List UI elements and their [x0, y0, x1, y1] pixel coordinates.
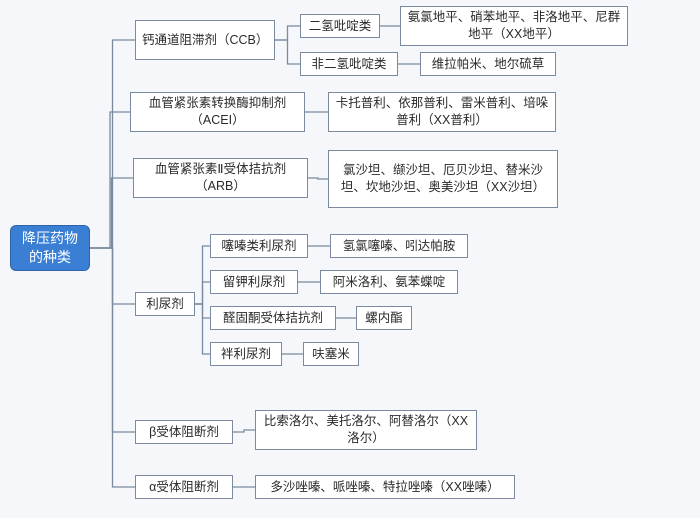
node-beta: β受体阻断剂	[135, 420, 233, 444]
leaf-dhp-drugs: 氨氯地平、硝苯地平、非洛地平、尼群地平（XX地平）	[400, 6, 628, 46]
node-diur: 利尿剂	[135, 292, 195, 316]
node-ccb: 钙通道阻滞剂（CCB）	[135, 20, 275, 60]
root-node: 降压药物的种类	[10, 225, 90, 271]
node-acei: 血管紧张素转换酶抑制剂（ACEI）	[130, 92, 305, 132]
leaf-beta-drugs: 比索洛尔、美托洛尔、阿替洛尔（XX洛尔）	[255, 410, 477, 450]
node-loop: 袢利尿剂	[210, 342, 282, 366]
node-arb: 血管紧张素Ⅱ受体拮抗剂（ARB）	[133, 158, 308, 198]
leaf-nondhp-drugs: 维拉帕米、地尔硫草	[420, 52, 556, 76]
mindmap-canvas: 降压药物的种类 钙通道阻滞剂（CCB） 血管紧张素转换酶抑制剂（ACEI） 血管…	[0, 0, 700, 518]
node-dhp: 二氢吡啶类	[300, 14, 380, 38]
node-ksave: 留钾利尿剂	[210, 270, 298, 294]
leaf-aldo-drugs: 螺内酯	[356, 306, 412, 330]
node-aldo: 醛固酮受体拮抗剂	[210, 306, 336, 330]
node-alpha: α受体阻断剂	[135, 475, 233, 499]
leaf-acei-drugs: 卡托普利、依那普利、雷米普利、培哚普利（XX普利）	[328, 92, 556, 132]
node-nondhp: 非二氢吡啶类	[300, 52, 398, 76]
leaf-thia-drugs: 氢氯噻嗪、吲达帕胺	[330, 234, 468, 258]
leaf-loop-drugs: 呋塞米	[303, 342, 359, 366]
leaf-arb-drugs: 氯沙坦、缬沙坦、厄贝沙坦、替米沙坦、坎地沙坦、奥美沙坦（XX沙坦）	[328, 150, 558, 208]
node-thia: 噻嗪类利尿剂	[210, 234, 308, 258]
leaf-ksave-drugs: 阿米洛利、氨苯蝶啶	[320, 270, 458, 294]
leaf-alpha-drugs: 多沙唑嗪、哌唑嗪、特拉唑嗪（XX唑嗪）	[255, 475, 515, 499]
